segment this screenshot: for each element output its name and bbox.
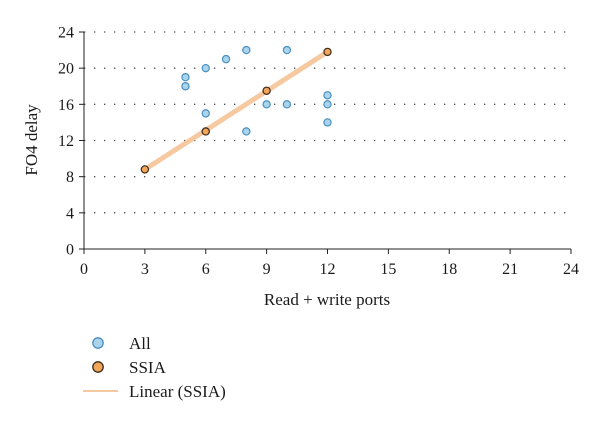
point-all [181, 73, 190, 82]
legend-label-all: All [129, 334, 151, 353]
point-all [201, 63, 210, 73]
y-tick-label: 12 [58, 133, 74, 150]
trend-line-ssia [143, 49, 329, 172]
x-tick-label: 9 [263, 261, 271, 278]
point-all [323, 91, 332, 100]
x-tick-label: 12 [320, 261, 336, 278]
y-tick-label: 4 [66, 205, 74, 222]
x-tick-label: 0 [80, 261, 88, 278]
point-ssia [140, 165, 150, 174]
point-all [262, 100, 271, 109]
point-all [242, 127, 251, 136]
legend: All SSIA Linear (SSIA) [83, 334, 226, 401]
gridlines [84, 31, 571, 214]
y-tick-label: 8 [66, 169, 74, 186]
point-all [282, 45, 292, 55]
axes [79, 31, 572, 254]
point-all [323, 118, 332, 127]
point-all [181, 82, 190, 91]
x-tick-label: 21 [502, 261, 518, 278]
point-ssia [323, 47, 332, 57]
legend-marker-ssia [92, 361, 104, 373]
x-tick-labels: 0 3 6 9 12 15 18 21 24 [80, 261, 579, 278]
point-ssia [201, 127, 210, 136]
point-all [221, 54, 231, 64]
legend-label-linear-ssia-: Linear (SSIA) [129, 382, 226, 401]
point-all [282, 100, 292, 109]
point-all [323, 100, 332, 109]
y-tick-label: 16 [58, 97, 74, 114]
y-tick-labels: 0 4 8 12 16 20 24 [58, 25, 74, 259]
x-tick-label: 18 [441, 261, 457, 278]
point-all [201, 109, 210, 118]
x-tick-label: 6 [202, 261, 210, 278]
point-ssia [262, 86, 271, 95]
x-tick-label: 3 [141, 261, 149, 278]
y-axis-title: FO4 delay [22, 104, 41, 176]
legend-marker-all [92, 337, 104, 349]
point-all [242, 45, 251, 55]
legend-label-ssia: SSIA [129, 358, 167, 377]
plot-series [140, 45, 332, 174]
y-tick-label: 20 [58, 61, 74, 78]
y-tick-label: 24 [58, 25, 74, 42]
x-tick-label: 24 [563, 261, 579, 278]
x-tick-label: 15 [380, 261, 396, 278]
x-axis-title: Read + write ports [264, 290, 390, 309]
y-tick-label: 0 [66, 242, 74, 259]
